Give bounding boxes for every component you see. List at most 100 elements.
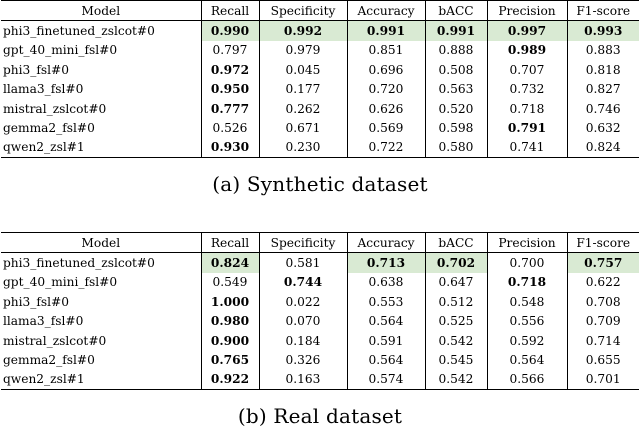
metric-cell: 0.696 bbox=[347, 60, 426, 80]
header-row: Model Recall Specificity Accuracy bACC Precis… bbox=[1, 231, 639, 254]
table-row: qwen2_zsl#1 0.930 0.230 0.722 0.580 0.741 0.82… bbox=[1, 137, 639, 159]
table-row: gpt_40_mini_fsl#0 0.549 0.744 0.638 0.647 0.7… bbox=[1, 272, 639, 293]
metric-cell: 0.824 bbox=[567, 137, 639, 159]
table-body: phi3_finetuned_zslcot#0 0.824 0.581 0.713 0.… bbox=[1, 252, 639, 391]
table-row: qwen2_zsl#1 0.922 0.163 0.574 0.542 0.566 0.70… bbox=[1, 369, 639, 391]
metric-cell: 0.556 bbox=[487, 311, 568, 331]
column-header: Accuracy bbox=[347, 231, 426, 254]
metric-cell: 0.722 bbox=[347, 137, 426, 159]
table-row: gpt_40_mini_fsl#0 0.797 0.979 0.851 0.888 0.9… bbox=[1, 40, 639, 61]
metric-cell: 0.824 bbox=[201, 252, 260, 273]
metric-cell: 0.991 bbox=[425, 20, 488, 41]
column-header: Recall bbox=[201, 0, 260, 22]
metric-cell: 0.580 bbox=[425, 137, 488, 159]
model-name-cell: phi3_fsl#0 bbox=[1, 60, 202, 80]
metric-cell: 0.950 bbox=[201, 79, 260, 99]
model-name-cell: llama3_fsl#0 bbox=[1, 311, 202, 331]
metric-cell: 0.564 bbox=[347, 350, 426, 370]
column-header: F1-score bbox=[567, 231, 639, 254]
table-row: phi3_fsl#0 0.972 0.045 0.696 0.508 0.707 0.818 bbox=[1, 60, 639, 80]
metric-cell: 0.564 bbox=[487, 350, 568, 370]
table-row: llama3_fsl#0 0.980 0.070 0.564 0.525 0.556 0.7… bbox=[1, 311, 639, 331]
metric-cell: 0.930 bbox=[201, 137, 260, 159]
metric-cell: 0.744 bbox=[259, 272, 348, 293]
metric-cell: 0.883 bbox=[585, 43, 621, 58]
model-name-cell: phi3_fsl#0 bbox=[1, 292, 202, 312]
metric-cell: 0.230 bbox=[259, 137, 348, 159]
table-header: Model Recall Specificity Accuracy bACC Precis… bbox=[1, 231, 639, 254]
column-header: Specificity bbox=[259, 231, 348, 254]
model-name-cell: gemma2_fsl#0 bbox=[1, 350, 202, 370]
metric-cell: 0.569 bbox=[347, 118, 426, 138]
metric-cell: 0.708 bbox=[585, 294, 621, 309]
model-name-cell: gpt_40_mini_fsl#0 bbox=[1, 272, 202, 293]
table-row: gemma2_fsl#0 0.526 0.671 0.569 0.598 0.791 0.6… bbox=[1, 118, 639, 138]
table-body: phi3_finetuned_zslcot#0 0.990 0.992 0.991 0.… bbox=[1, 20, 639, 159]
metric-cell: 0.709 bbox=[585, 314, 621, 329]
table-row: llama3_fsl#0 0.950 0.177 0.720 0.563 0.732 0.8… bbox=[1, 79, 639, 99]
model-name-cell: phi3_finetuned_zslcot#0 bbox=[1, 20, 202, 41]
metric-cell: 0.990 bbox=[201, 20, 260, 41]
metric-cell: 0.508 bbox=[425, 60, 488, 80]
metric-cell: 0.702 bbox=[425, 252, 488, 273]
metric-cell: 0.564 bbox=[347, 311, 426, 331]
metric-cell: 0.520 bbox=[425, 98, 488, 119]
metric-cell: 0.851 bbox=[347, 40, 426, 61]
metric-cell: 0.622 bbox=[585, 275, 621, 290]
results-table-real: Model Recall Specificity Accuracy bACC Precis… bbox=[1, 231, 639, 391]
metric-cell: 0.713 bbox=[347, 252, 426, 273]
metric-cell: 0.979 bbox=[259, 40, 348, 61]
metric-cell: 0.647 bbox=[425, 272, 488, 293]
metric-cell: 0.732 bbox=[487, 79, 568, 99]
table-block-real: Model Recall Specificity Accuracy bACC Precis… bbox=[0, 231, 640, 429]
metric-cell: 1.000 bbox=[201, 292, 260, 312]
metric-cell: 0.741 bbox=[487, 137, 568, 159]
metric-cell: 0.997 bbox=[487, 20, 568, 41]
column-header: bACC bbox=[425, 0, 488, 22]
metric-cell: 0.638 bbox=[347, 272, 426, 293]
metric-cell: 0.177 bbox=[259, 79, 348, 99]
metric-cell: 0.553 bbox=[347, 292, 426, 312]
metric-cell: 0.574 bbox=[347, 369, 426, 391]
metric-cell: 0.655 bbox=[585, 353, 621, 368]
metric-cell: 0.791 bbox=[487, 118, 568, 138]
metric-cell: 0.827 bbox=[585, 82, 621, 97]
metric-cell: 0.591 bbox=[347, 330, 426, 351]
model-name-cell: qwen2_zsl#1 bbox=[1, 369, 202, 391]
metric-cell: 0.184 bbox=[259, 330, 348, 351]
metric-cell: 0.701 bbox=[567, 369, 639, 391]
header-row: Model Recall Specificity Accuracy bACC Precis… bbox=[1, 0, 639, 22]
model-name-cell: mistral_zslcot#0 bbox=[1, 98, 202, 119]
table-row: phi3_finetuned_zslcot#0 0.990 0.992 0.991 0.… bbox=[1, 20, 639, 41]
metric-cell: 0.720 bbox=[347, 79, 426, 99]
metric-cell: 0.598 bbox=[425, 118, 488, 138]
metric-cell: 0.163 bbox=[259, 369, 348, 391]
metric-cell: 0.542 bbox=[425, 330, 488, 351]
metric-cell: 0.888 bbox=[425, 40, 488, 61]
metric-cell: 0.718 bbox=[487, 272, 568, 293]
metric-cell: 0.972 bbox=[201, 60, 260, 80]
metric-cell: 0.548 bbox=[487, 292, 568, 312]
caption-real: (b) Real dataset bbox=[237, 404, 403, 429]
metric-cell: 0.818 bbox=[585, 62, 621, 77]
metric-cell: 0.922 bbox=[201, 369, 260, 391]
metric-cell: 0.525 bbox=[425, 311, 488, 331]
column-header: bACC bbox=[425, 231, 488, 254]
table-header: Model Recall Specificity Accuracy bACC Precis… bbox=[1, 0, 639, 22]
metric-cell: 0.549 bbox=[201, 272, 260, 293]
metric-cell: 0.626 bbox=[347, 98, 426, 119]
model-name-cell: llama3_fsl#0 bbox=[1, 79, 202, 99]
metric-cell: 0.718 bbox=[487, 98, 568, 119]
table-row: mistral_zslcot#0 0.900 0.184 0.591 0.542 0.59… bbox=[1, 330, 639, 351]
model-name-cell: qwen2_zsl#1 bbox=[1, 137, 202, 159]
table-row: phi3_fsl#0 1.000 0.022 0.553 0.512 0.548 0.708 bbox=[1, 292, 639, 312]
table-row: mistral_zslcot#0 0.777 0.262 0.626 0.520 0.71… bbox=[1, 98, 639, 119]
table-row: phi3_finetuned_zslcot#0 0.824 0.581 0.713 0.… bbox=[1, 252, 639, 273]
metric-cell: 0.989 bbox=[487, 40, 568, 61]
metric-cell: 0.700 bbox=[487, 252, 568, 273]
metric-cell: 0.900 bbox=[201, 330, 260, 351]
metric-cell: 0.993 bbox=[567, 20, 639, 41]
metric-cell: 0.070 bbox=[259, 311, 348, 331]
model-name-cell: gpt_40_mini_fsl#0 bbox=[1, 40, 202, 61]
column-header: Precision bbox=[487, 231, 568, 254]
